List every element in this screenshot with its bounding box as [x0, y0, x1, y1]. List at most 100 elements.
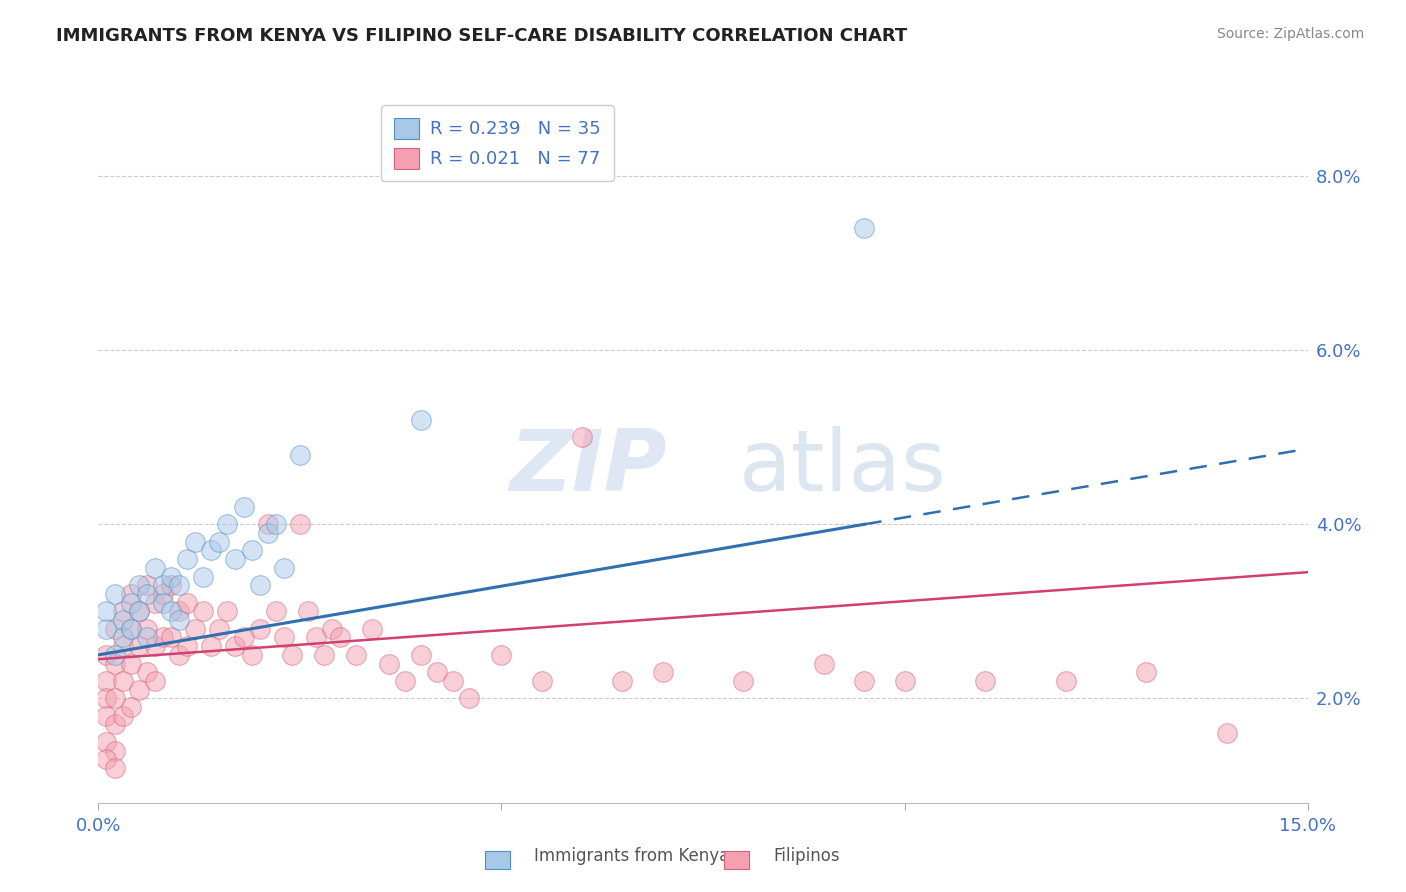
Point: [120, 622, 142, 636]
Point: [135, 578, 157, 592]
Point: [733, 673, 755, 688]
Point: [111, 673, 134, 688]
Text: atlas: atlas: [740, 425, 948, 509]
Point: [152, 631, 174, 645]
Point: [128, 578, 150, 592]
Point: [120, 622, 142, 636]
Point: [103, 587, 125, 601]
Point: [264, 517, 287, 532]
Point: [103, 691, 125, 706]
Point: [409, 413, 432, 427]
Point: [288, 517, 311, 532]
Point: [651, 665, 673, 680]
Point: [167, 604, 190, 618]
Point: [288, 448, 311, 462]
Point: [394, 673, 416, 688]
FancyBboxPatch shape: [485, 851, 510, 869]
Point: [893, 673, 915, 688]
Point: [193, 604, 215, 618]
Point: [361, 622, 384, 636]
Point: [377, 657, 399, 671]
Point: [152, 578, 174, 592]
Point: [224, 552, 246, 566]
Point: [974, 673, 997, 688]
Point: [143, 596, 166, 610]
Point: [160, 578, 183, 592]
Point: [240, 648, 263, 662]
Point: [344, 648, 367, 662]
Point: [103, 657, 125, 671]
Point: [135, 622, 157, 636]
Point: [120, 587, 142, 601]
Point: [103, 717, 125, 731]
Point: [232, 500, 254, 514]
Point: [184, 622, 207, 636]
Point: [103, 743, 125, 757]
Point: [853, 221, 876, 235]
Point: [305, 631, 328, 645]
Point: [200, 639, 222, 653]
Point: [224, 639, 246, 653]
Point: [441, 673, 464, 688]
Point: [96, 735, 118, 749]
Point: [249, 578, 271, 592]
Point: [184, 534, 207, 549]
Point: [160, 631, 183, 645]
Point: [111, 604, 134, 618]
Point: [217, 517, 239, 532]
Text: Immigrants from Kenya: Immigrants from Kenya: [534, 847, 730, 865]
Point: [1135, 665, 1157, 680]
Point: [853, 673, 876, 688]
Point: [491, 648, 513, 662]
Point: [111, 631, 134, 645]
Point: [103, 622, 125, 636]
Point: [143, 561, 166, 575]
Point: [176, 552, 198, 566]
Point: [232, 631, 254, 645]
Point: [458, 691, 481, 706]
Point: [120, 657, 142, 671]
Point: [256, 517, 278, 532]
Point: [249, 622, 271, 636]
Point: [103, 761, 125, 775]
Point: [329, 631, 352, 645]
Point: [120, 700, 142, 714]
Point: [167, 578, 190, 592]
Point: [128, 639, 150, 653]
Point: [208, 534, 231, 549]
Point: [160, 569, 183, 583]
Point: [530, 673, 553, 688]
Text: IMMIGRANTS FROM KENYA VS FILIPINO SELF-CARE DISABILITY CORRELATION CHART: IMMIGRANTS FROM KENYA VS FILIPINO SELF-C…: [56, 27, 907, 45]
Point: [128, 682, 150, 697]
Point: [96, 648, 118, 662]
Point: [160, 604, 183, 618]
Point: [96, 691, 118, 706]
Point: [208, 622, 231, 636]
Point: [1216, 726, 1239, 740]
Point: [571, 430, 593, 444]
Point: [321, 622, 343, 636]
Point: [217, 604, 239, 618]
Point: [409, 648, 432, 662]
Point: [240, 543, 263, 558]
FancyBboxPatch shape: [724, 851, 749, 869]
Point: [256, 526, 278, 541]
Point: [135, 631, 157, 645]
Point: [273, 561, 295, 575]
Point: [193, 569, 215, 583]
Point: [1054, 673, 1077, 688]
Point: [96, 622, 118, 636]
Point: [200, 543, 222, 558]
Point: [96, 673, 118, 688]
Point: [96, 752, 118, 766]
Point: [273, 631, 295, 645]
Point: [152, 596, 174, 610]
Point: [128, 604, 150, 618]
Text: Filipinos: Filipinos: [773, 847, 839, 865]
Text: Source: ZipAtlas.com: Source: ZipAtlas.com: [1216, 27, 1364, 41]
Point: [135, 665, 157, 680]
Point: [96, 604, 118, 618]
Point: [176, 596, 198, 610]
Point: [143, 673, 166, 688]
Text: ZIP: ZIP: [509, 425, 666, 509]
